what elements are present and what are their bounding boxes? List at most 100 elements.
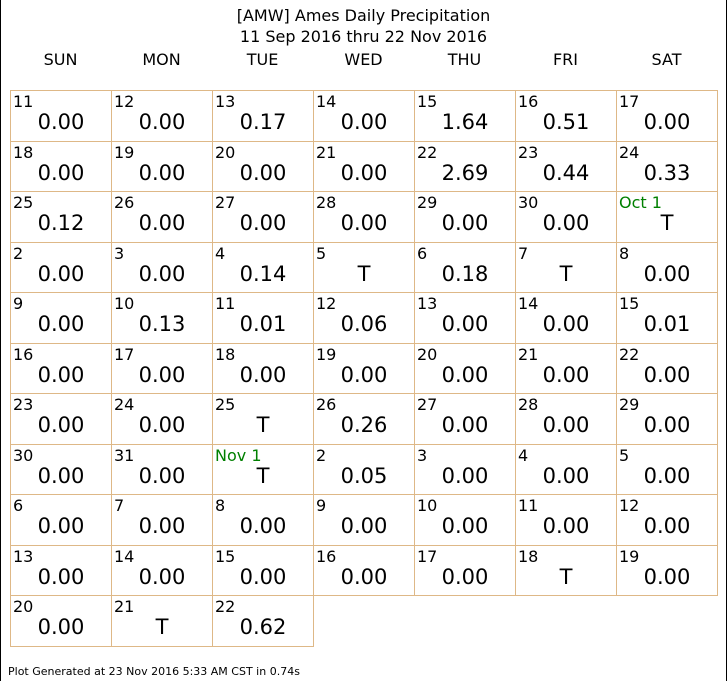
- day-number: 27: [215, 193, 236, 212]
- precip-value: 0.00: [643, 463, 691, 488]
- day-number: 14: [114, 546, 135, 566]
- day-number: 16: [316, 546, 337, 566]
- day-number: 19: [619, 546, 640, 566]
- precip-value: 0.18: [441, 261, 489, 286]
- day-number: 21: [114, 597, 135, 616]
- day-cell: 18 0.00: [212, 342, 314, 394]
- precip-value: 0.17: [239, 110, 287, 134]
- day-number: 18: [215, 344, 236, 364]
- day-cell: 21 T: [111, 595, 213, 647]
- month-start-label: Nov 1: [215, 445, 262, 465]
- precip-value: 0.00: [37, 463, 85, 488]
- day-cell: 21 0.00: [515, 342, 617, 394]
- day-cell: 15 0.00: [212, 544, 314, 596]
- day-number: 13: [215, 92, 236, 111]
- day-number: 25: [13, 193, 34, 212]
- day-number: 16: [13, 344, 34, 364]
- precip-value: 0.06: [340, 312, 388, 336]
- precip-value: T: [256, 413, 270, 437]
- day-number: 10: [417, 496, 438, 515]
- precip-value: 0.62: [239, 615, 287, 639]
- day-number: 24: [114, 395, 135, 414]
- day-cell: 14 0.00: [111, 544, 213, 596]
- day-cell: 30 0.00: [515, 191, 617, 243]
- day-number: 30: [13, 445, 34, 465]
- day-cell: 29 0.00: [414, 191, 516, 243]
- precip-value: 0.00: [239, 211, 287, 235]
- day-number: 13: [13, 546, 34, 566]
- day-number: 3: [114, 243, 125, 263]
- day-cell: 23 0.44: [515, 140, 617, 192]
- day-number: 17: [619, 92, 640, 111]
- day-number: 11: [518, 496, 539, 515]
- weekday-header-tue: TUE: [246, 50, 279, 69]
- precip-value: 0.26: [340, 413, 388, 437]
- day-cell: 20 0.00: [10, 595, 112, 647]
- day-cell: 31 0.00: [111, 443, 213, 495]
- precip-value: 0.00: [441, 362, 489, 387]
- day-number: 18: [13, 142, 34, 162]
- precip-value: 0.00: [37, 110, 85, 134]
- day-cell: 16 0.51: [515, 90, 617, 142]
- precip-value: 0.01: [643, 312, 691, 336]
- precip-value: 0.00: [643, 110, 691, 134]
- day-number: 10: [114, 294, 135, 313]
- day-number: 11: [13, 92, 34, 111]
- precip-value: 0.00: [441, 211, 489, 235]
- day-number: 27: [417, 395, 438, 414]
- day-number: 18: [518, 546, 539, 566]
- precip-value: 0.00: [340, 564, 388, 589]
- day-cell: 9 0.00: [313, 494, 415, 546]
- precip-value: 0.00: [37, 362, 85, 387]
- day-number: 31: [114, 445, 135, 465]
- day-cell: 26 0.26: [313, 393, 415, 445]
- weekday-header-row: SUN MON TUE WED THU FRI SAT: [10, 50, 717, 70]
- day-cell: 19 0.00: [616, 544, 718, 596]
- day-cell: 8 0.00: [212, 494, 314, 546]
- precip-value: 0.00: [441, 564, 489, 589]
- day-cell: 12 0.00: [111, 90, 213, 142]
- day-cell: 19 0.00: [111, 140, 213, 192]
- day-number: 23: [518, 142, 539, 162]
- precip-value: 0.00: [643, 514, 691, 538]
- precip-value: 0.00: [340, 211, 388, 235]
- day-cell: 26 0.00: [111, 191, 213, 243]
- precip-value: 0.00: [542, 312, 590, 336]
- day-number: 25: [215, 395, 236, 414]
- precip-value: 0.00: [542, 463, 590, 488]
- day-number: 14: [316, 92, 337, 111]
- day-cell: 7 0.00: [111, 494, 213, 546]
- day-cell: 2 0.05: [313, 443, 415, 495]
- day-cell: 12 0.00: [616, 494, 718, 546]
- day-number: 22: [417, 142, 438, 162]
- day-cell: 25 T: [212, 393, 314, 445]
- precip-value: 0.00: [138, 160, 186, 185]
- precip-value: 0.00: [542, 514, 590, 538]
- day-cell: 18 0.00: [10, 140, 112, 192]
- day-cell: 6 0.00: [10, 494, 112, 546]
- day-cell: 14 0.00: [313, 90, 415, 142]
- precip-value: 0.00: [138, 564, 186, 589]
- day-cell: 13 0.17: [212, 90, 314, 142]
- day-number: 19: [114, 142, 135, 162]
- precip-value: 0.00: [441, 413, 489, 437]
- precip-value: 2.69: [441, 160, 489, 185]
- day-cell: 12 0.06: [313, 292, 415, 344]
- day-cell: 20 0.00: [414, 342, 516, 394]
- day-number: 15: [215, 546, 236, 566]
- precip-value: 0.00: [37, 312, 85, 336]
- title-line-2: 11 Sep 2016 thru 22 Nov 2016: [239, 27, 488, 46]
- precip-value: 0.00: [643, 362, 691, 387]
- day-number: 17: [114, 344, 135, 364]
- precip-value: 0.00: [643, 261, 691, 286]
- precip-value: 0.00: [542, 211, 590, 235]
- day-number: 12: [114, 92, 135, 111]
- precip-value: 0.00: [542, 362, 590, 387]
- day-cell: 13 0.00: [414, 292, 516, 344]
- day-number: 24: [619, 142, 640, 162]
- precip-value: T: [155, 615, 169, 639]
- precip-value: 0.13: [138, 312, 186, 336]
- day-number: 22: [215, 597, 236, 616]
